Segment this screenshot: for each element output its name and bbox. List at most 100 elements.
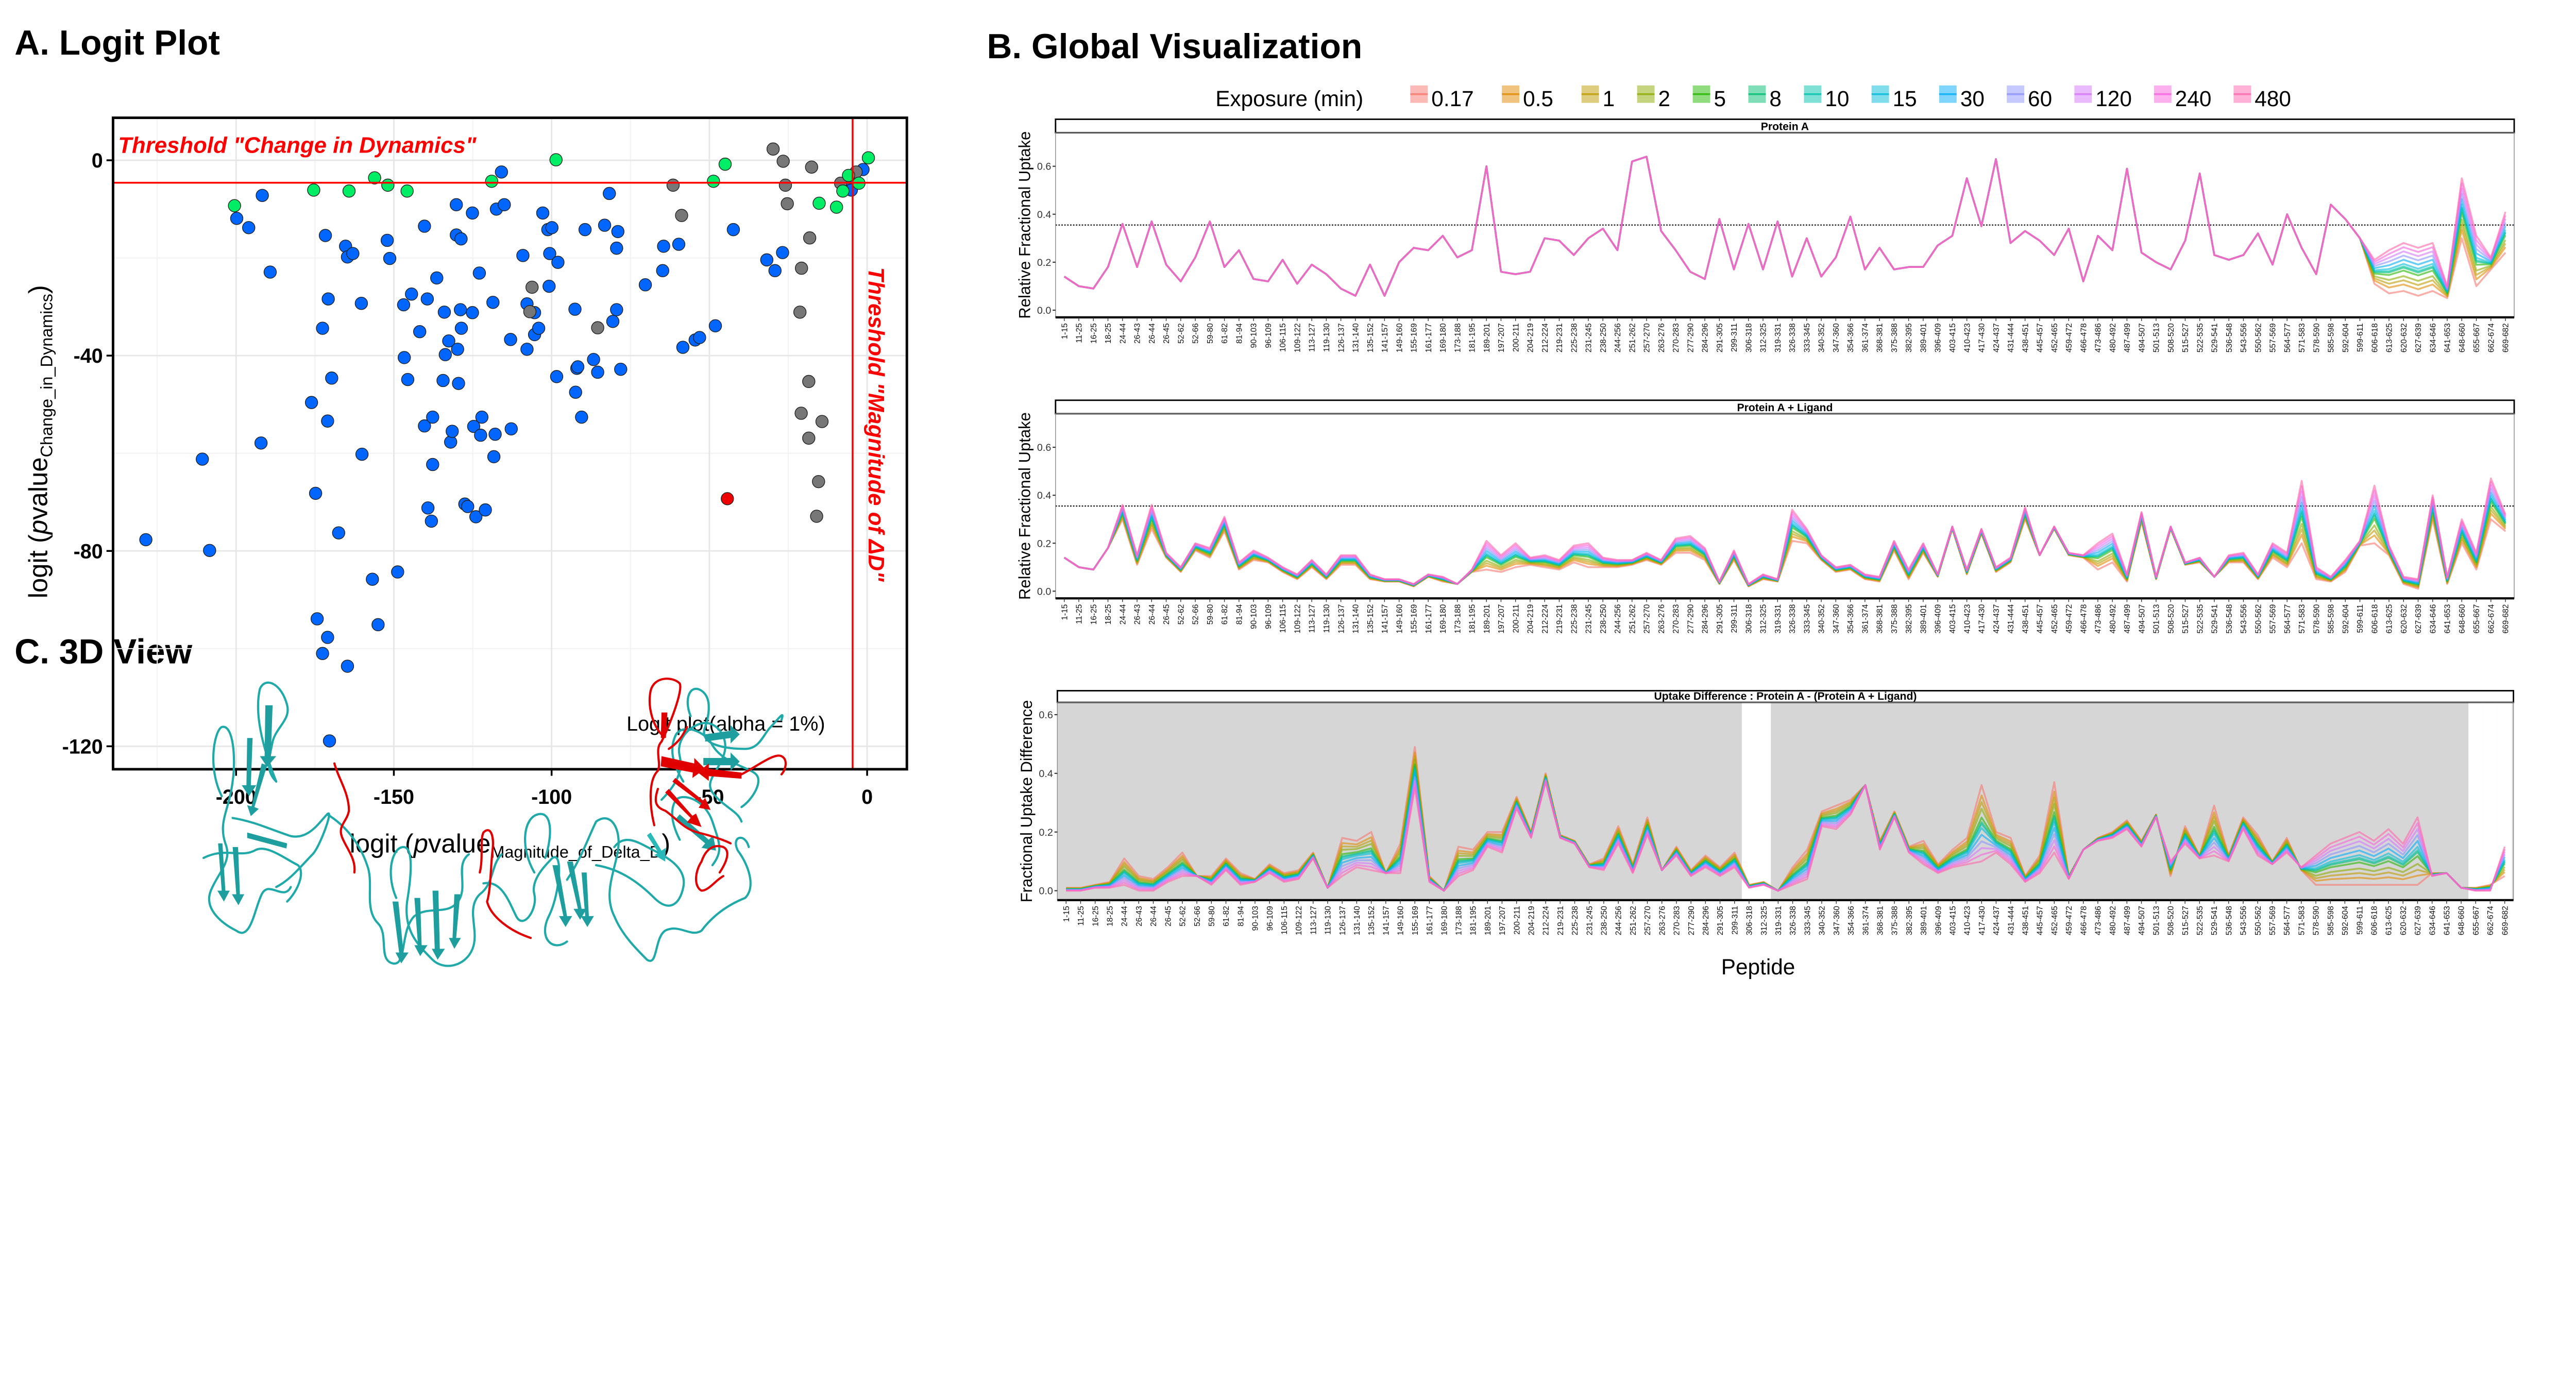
- peptide-label: 326-338: [1788, 604, 1797, 634]
- peptide-label: 225-238: [1570, 604, 1579, 634]
- structure-red-loops: [333, 677, 787, 939]
- peptide-label: 473-486: [2094, 604, 2103, 634]
- peptide-label: 52-62: [1177, 604, 1185, 625]
- y-tick-label: 0.2: [1037, 257, 1051, 268]
- peptide-label: 319-331: [1774, 323, 1783, 352]
- peptide-label: 181-195: [1468, 604, 1477, 634]
- peptide-label: 564-577: [2283, 323, 2292, 352]
- peptide-label: 347-360: [1832, 323, 1841, 352]
- data-point-blue: [318, 229, 332, 242]
- peptide-label: 375-388: [1890, 604, 1899, 634]
- y-tick-label: -40: [74, 345, 103, 367]
- peptide-label: 26-43: [1133, 323, 1142, 344]
- data-point-blue: [304, 396, 318, 409]
- series-line-480: [1063, 156, 2506, 297]
- data-point-blue: [310, 612, 324, 626]
- peptide-label: 141-157: [1381, 323, 1389, 352]
- peptide-label: 299-311: [1730, 323, 1739, 352]
- unshaded-peptide: [1756, 702, 1771, 900]
- data-point-green: [718, 157, 732, 171]
- peptide-label: 389-401: [1919, 604, 1928, 634]
- peptide-label: 333-345: [1803, 906, 1812, 935]
- peptide-label: 515-527: [2181, 323, 2190, 352]
- data-point-blue: [454, 322, 468, 335]
- y-tick-label: 0.0: [1039, 886, 1053, 897]
- data-point-blue: [450, 198, 463, 211]
- peptide-label: 557-569: [2269, 604, 2278, 634]
- y-tick-label: 0.6: [1039, 710, 1053, 721]
- peptide-label: 459-472: [2065, 604, 2074, 634]
- peptide-label: 536-548: [2225, 323, 2234, 352]
- data-point-blue: [676, 341, 690, 354]
- data-point-gray: [781, 197, 794, 211]
- data-point-blue: [380, 233, 394, 247]
- legend-item-60: 60: [2007, 85, 2052, 111]
- legend-item-1: 1: [1581, 85, 1615, 111]
- peptide-label: 452-465: [2050, 906, 2059, 935]
- peptide-label: 244-256: [1614, 323, 1622, 352]
- data-point-blue: [461, 500, 474, 513]
- peptide-label: 424-437: [1992, 604, 2001, 634]
- series-line-2: [1063, 156, 2506, 297]
- peptide-label: 368-381: [1876, 604, 1885, 634]
- peptide-label: 212-224: [1542, 906, 1551, 935]
- data-point-gray: [805, 160, 819, 174]
- peptide-label: 354-366: [1846, 604, 1855, 634]
- data-point-blue: [536, 206, 550, 220]
- peptide-label: 231-245: [1585, 906, 1594, 935]
- data-point-blue: [436, 374, 450, 387]
- peptide-label: 585-598: [2327, 604, 2336, 634]
- peptide-label: 634-646: [2428, 906, 2437, 935]
- peptide-label: 135-152: [1367, 906, 1376, 935]
- peptide-label: 90-103: [1250, 604, 1259, 629]
- peptide-label: 1-15: [1060, 323, 1069, 339]
- legend-label: 60: [2028, 87, 2052, 111]
- data-point-blue: [444, 435, 457, 449]
- peptide-label: 109-122: [1293, 604, 1302, 634]
- exposure-legend: Exposure (min) 0.17 0.5 1 2 5 8 10 15 30 60 120 240…: [1215, 85, 2291, 111]
- facet-strip-label: Protein A: [1761, 121, 1809, 133]
- peptide-label: 200-211: [1513, 906, 1521, 935]
- series-line-5: [1063, 156, 2506, 297]
- peptide-label: 662-674: [2487, 323, 2496, 352]
- series-line-15: [1063, 156, 2506, 297]
- data-point-blue: [587, 353, 600, 366]
- legend-label: 240: [2175, 87, 2212, 111]
- peptide-label: 312-325: [1759, 604, 1768, 634]
- y-tick-label: -120: [62, 735, 103, 758]
- legend-item-30: 30: [1939, 85, 1985, 111]
- threshold-change-in-dynamics-label: Threshold "Change in Dynamics": [118, 132, 477, 158]
- y-axis-title: Relative Fractional Uptake: [1015, 131, 1033, 319]
- peptide-label: 473-486: [2094, 323, 2103, 352]
- data-point-blue: [708, 319, 722, 333]
- logit-points: [139, 142, 875, 748]
- data-point-green: [829, 200, 843, 214]
- data-point-blue: [504, 422, 518, 435]
- data-point-gray: [526, 280, 539, 294]
- data-point-blue: [545, 221, 558, 234]
- data-point-blue: [341, 660, 354, 673]
- data-point-gray: [802, 431, 816, 445]
- peptide-label: 501-513: [2152, 906, 2161, 935]
- legend-label: 0.17: [1431, 87, 1473, 111]
- peptide-label: 181-195: [1469, 906, 1478, 935]
- peptide-label: 173-188: [1453, 604, 1462, 634]
- y-tick-label: 0.2: [1037, 538, 1051, 549]
- data-point-gray: [810, 510, 823, 523]
- facet-strip: [1055, 118, 2515, 133]
- peptide-label: 522-535: [2196, 604, 2205, 634]
- legend-label: 1: [1603, 87, 1615, 111]
- peptide-label: 161-177: [1425, 323, 1433, 352]
- peptide-label: 312-325: [1760, 906, 1769, 935]
- data-point-green: [381, 178, 395, 192]
- y-tick-label: 0.0: [1037, 586, 1051, 597]
- legend-label: 120: [2095, 87, 2132, 111]
- peptide-label: 197-207: [1497, 323, 1506, 352]
- x-tick-label: -50: [694, 786, 724, 808]
- peptide-label: 52-62: [1179, 906, 1188, 926]
- peptide-label: 173-188: [1453, 323, 1462, 352]
- peptide-label: 368-381: [1876, 906, 1885, 935]
- peptide-label: 564-577: [2283, 604, 2292, 634]
- peptide-label: 106-115: [1279, 323, 1287, 352]
- peptide-label: 96-109: [1264, 604, 1273, 629]
